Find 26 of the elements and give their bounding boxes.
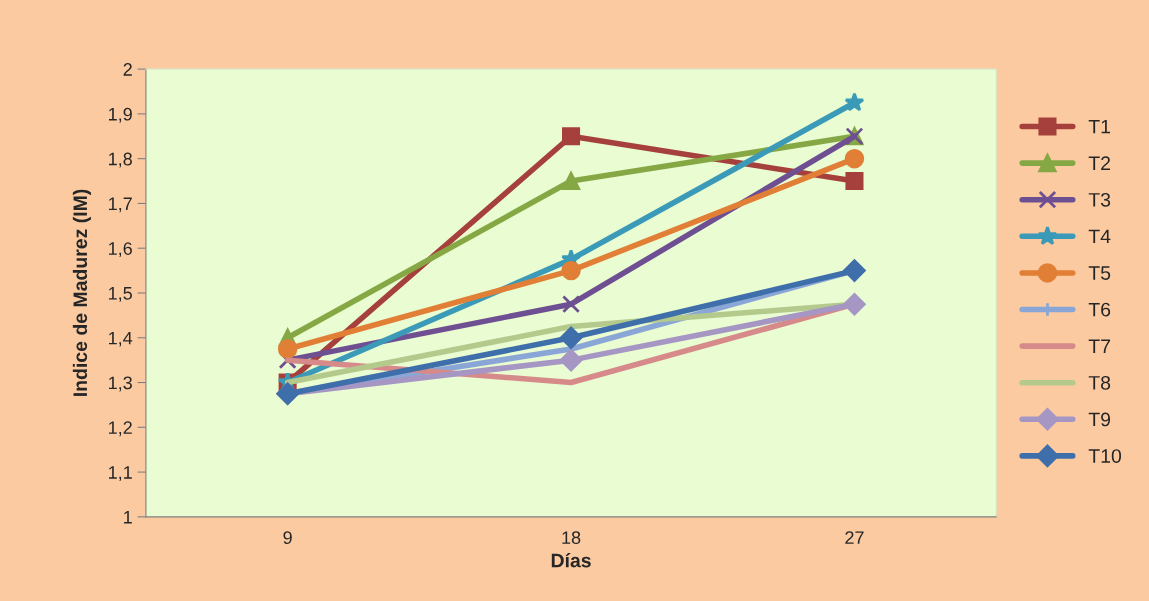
legend-label: T6: [1088, 302, 1111, 317]
x-tick-label: 9: [283, 531, 292, 545]
legend-label: T1: [1088, 119, 1111, 134]
y-tick-label: 1,3: [109, 376, 132, 392]
y-axis-title: Indice de Madurez (IM): [72, 189, 91, 396]
y-tick-label: 1,1: [109, 466, 132, 481]
legend-label: T9: [1088, 412, 1111, 427]
y-tick-label: 1,5: [109, 287, 132, 302]
y-tick-label: 1,2: [109, 421, 132, 437]
y-tick-label: 1,6: [109, 242, 132, 258]
y-tick-label: 1,7: [109, 197, 132, 213]
legend-label: T7: [1088, 339, 1111, 353]
y-tick-label: 1,4: [109, 331, 133, 347]
y-tick-label: 1,9: [109, 107, 132, 123]
y-tick-label: 1,8: [109, 152, 132, 168]
legend-label: T8: [1088, 375, 1111, 390]
x-tick-label: 18: [562, 531, 581, 545]
legend-label: T5: [1088, 266, 1111, 280]
x-axis-title: Días: [551, 552, 591, 568]
legend-label: T4: [1088, 229, 1111, 244]
y-tick-label: 2: [123, 63, 132, 76]
y-tick-label: 1: [124, 510, 132, 524]
legend-label: T3: [1088, 192, 1111, 207]
legend-label: T2: [1088, 156, 1111, 170]
legend-label: T10: [1088, 449, 1122, 463]
x-tick-label: 27: [845, 531, 864, 544]
